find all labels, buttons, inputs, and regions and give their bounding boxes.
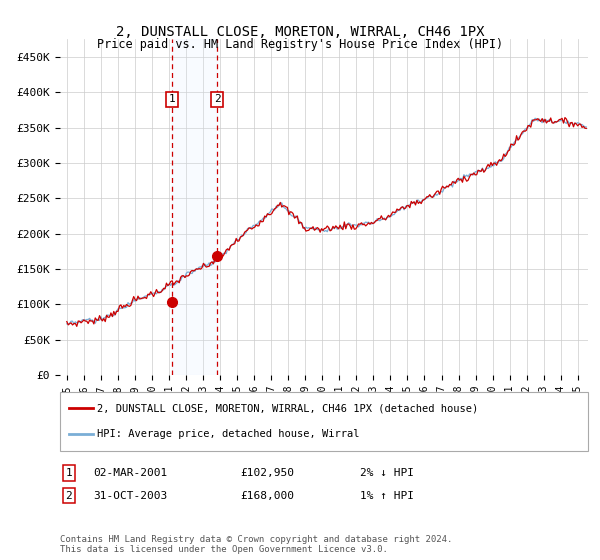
Text: 2, DUNSTALL CLOSE, MORETON, WIRRAL, CH46 1PX: 2, DUNSTALL CLOSE, MORETON, WIRRAL, CH46… — [116, 25, 484, 39]
Text: 2% ↓ HPI: 2% ↓ HPI — [360, 468, 414, 478]
Text: Contains HM Land Registry data © Crown copyright and database right 2024.
This d: Contains HM Land Registry data © Crown c… — [60, 535, 452, 554]
Text: 1: 1 — [65, 468, 73, 478]
Text: £102,950: £102,950 — [240, 468, 294, 478]
Text: 02-MAR-2001: 02-MAR-2001 — [93, 468, 167, 478]
Text: £168,000: £168,000 — [240, 491, 294, 501]
Bar — [172, 39, 217, 375]
Text: 1% ↑ HPI: 1% ↑ HPI — [360, 491, 414, 501]
Text: HPI: Average price, detached house, Wirral: HPI: Average price, detached house, Wirr… — [97, 430, 360, 440]
Text: Price paid vs. HM Land Registry's House Price Index (HPI): Price paid vs. HM Land Registry's House … — [97, 38, 503, 51]
Text: 2, DUNSTALL CLOSE, MORETON, WIRRAL, CH46 1PX (detached house): 2, DUNSTALL CLOSE, MORETON, WIRRAL, CH46… — [97, 403, 478, 413]
Text: 2: 2 — [214, 94, 221, 104]
Text: 2: 2 — [65, 491, 73, 501]
Text: 31-OCT-2003: 31-OCT-2003 — [93, 491, 167, 501]
Text: 1: 1 — [169, 94, 175, 104]
